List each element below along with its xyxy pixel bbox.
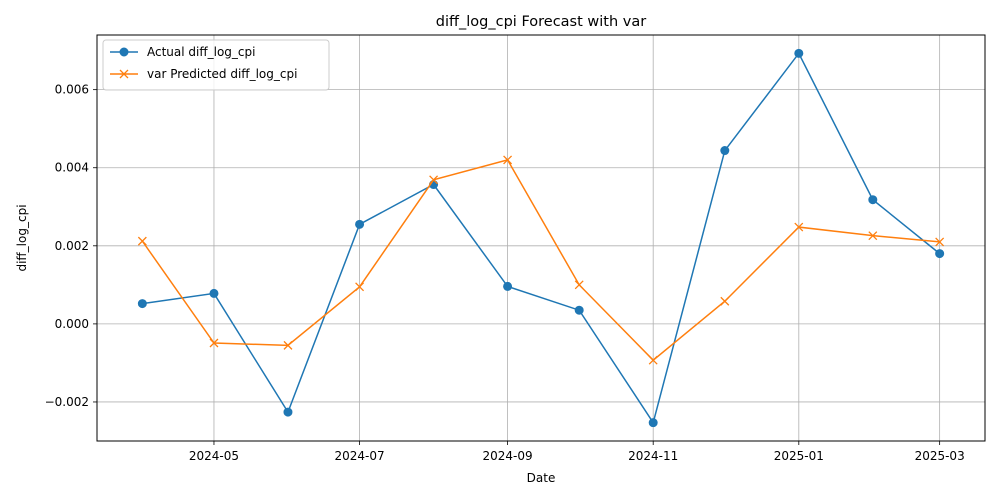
legend-label: var Predicted diff_log_cpi [147, 67, 297, 81]
data-point [137, 299, 147, 309]
data-point [503, 281, 513, 291]
x-tick-label: 2025-01 [774, 449, 824, 463]
data-point [283, 407, 293, 417]
x-tick-label: 2024-07 [335, 449, 385, 463]
series-line [141, 159, 940, 362]
x-tick-label: 2024-09 [483, 449, 533, 463]
legend-label: Actual diff_log_cpi [147, 45, 255, 59]
x-axis-label: Date [527, 471, 556, 485]
legend-item: Actual diff_log_cpi [110, 45, 255, 59]
series-layer [137, 48, 945, 428]
data-point [794, 48, 804, 58]
y-tick-label: 0.000 [55, 317, 89, 331]
data-point [429, 175, 439, 185]
data-point [868, 195, 878, 205]
data-point [935, 237, 945, 247]
data-point [355, 282, 365, 292]
data-point [720, 146, 730, 156]
plot-frame [96, 34, 986, 442]
y-tick-label: 0.002 [55, 239, 89, 253]
data-point [935, 249, 945, 259]
data-point [648, 355, 658, 365]
data-point [355, 219, 365, 229]
data-point [648, 418, 658, 428]
data-point [720, 296, 730, 306]
x-tick-label: 2025-03 [915, 449, 965, 463]
data-point [137, 236, 147, 246]
legend-item: var Predicted diff_log_cpi [110, 67, 297, 81]
series-predicted [137, 155, 945, 365]
grid [97, 35, 985, 441]
data-point [503, 155, 513, 165]
data-point [868, 231, 878, 241]
legend-marker [119, 69, 129, 79]
x-tick-label: 2024-11 [628, 449, 678, 463]
series-actual [137, 48, 945, 428]
y-tick-label: 0.004 [55, 161, 89, 175]
y-tick-label: 0.006 [55, 83, 89, 97]
y-axis-label: diff_log_cpi [15, 204, 29, 271]
data-point [209, 338, 219, 348]
legend-marker [119, 47, 129, 57]
y-tick-label: −0.002 [45, 395, 89, 409]
series-line [142, 51, 941, 425]
data-point [209, 288, 219, 298]
ticks: 2024-05 2024-07 2024-09 2024-11 2025-01 2025-… [45, 83, 965, 463]
x-tick-label: 2024-05 [189, 449, 239, 463]
data-point [574, 305, 584, 315]
legend-box [102, 39, 330, 91]
data-point [794, 222, 804, 232]
data-point [283, 340, 293, 350]
data-point [574, 280, 584, 290]
chart-title: diff_log_cpi Forecast with var [436, 14, 646, 30]
